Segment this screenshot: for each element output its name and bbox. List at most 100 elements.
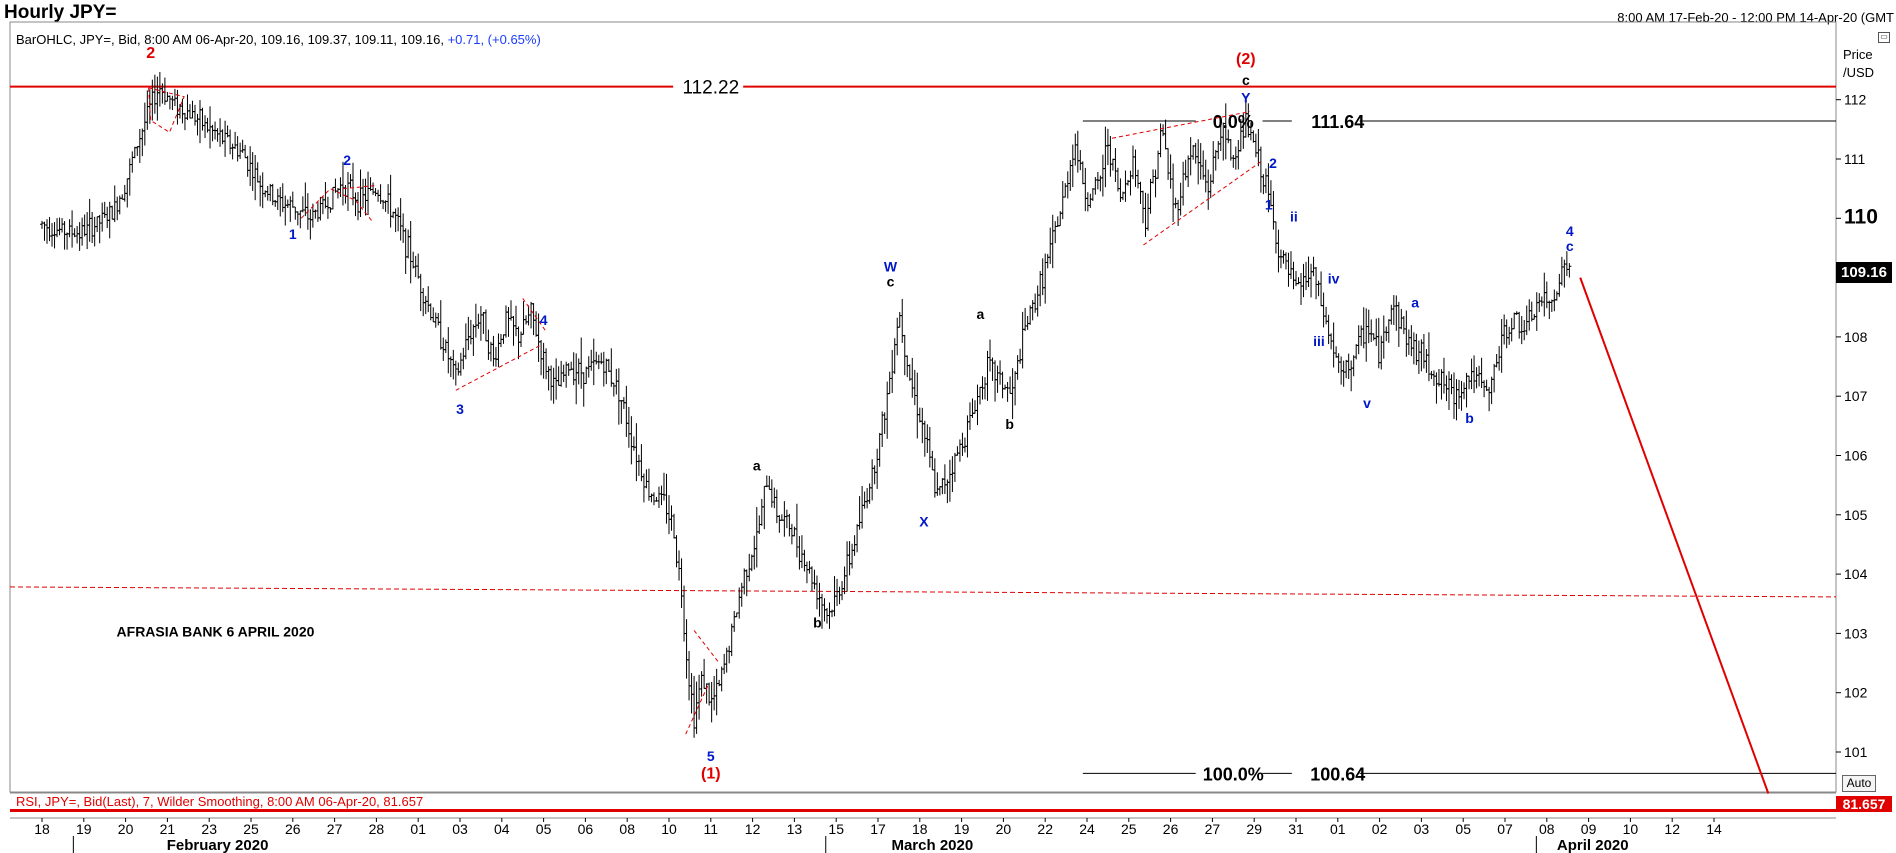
ohlc-bar bbox=[285, 199, 290, 209]
ohlc-bar bbox=[102, 201, 107, 218]
ohlc-bar bbox=[669, 505, 674, 531]
ohlc-bar bbox=[506, 307, 511, 337]
auto-scale-button[interactable]: Auto bbox=[1842, 775, 1876, 792]
ohlc-bar bbox=[1361, 307, 1366, 349]
ohlc-bar bbox=[1484, 379, 1489, 392]
ohlc-bar bbox=[1288, 251, 1293, 279]
chart-title: Hourly JPY= bbox=[4, 2, 117, 23]
ohlc-bar bbox=[55, 218, 60, 238]
ohlc-bar bbox=[1010, 368, 1015, 420]
ohlc-bar bbox=[1068, 160, 1073, 191]
ohlc-bar bbox=[1115, 167, 1120, 192]
ohlc-bar bbox=[684, 619, 689, 679]
ohlc-bar bbox=[240, 139, 245, 153]
ohlc-bar bbox=[962, 437, 967, 453]
ohlc-bar bbox=[92, 216, 97, 247]
ohlc-bar bbox=[988, 339, 993, 372]
wave-label: a bbox=[753, 457, 761, 473]
ohlc-bar bbox=[1083, 167, 1088, 212]
wave-label: Y bbox=[1241, 90, 1251, 106]
ohlc-bar bbox=[656, 486, 661, 509]
ohlc-bar bbox=[564, 361, 569, 388]
ohlc-bar bbox=[1502, 314, 1507, 345]
ohlc-bar bbox=[847, 541, 852, 576]
y-tick-label: 106 bbox=[1844, 448, 1868, 464]
wave-label: a bbox=[977, 306, 985, 322]
ohlc-bar bbox=[75, 225, 80, 244]
ohlc-bar bbox=[1053, 221, 1058, 244]
ohlc-bar bbox=[1404, 310, 1409, 357]
ohlc-bar bbox=[348, 174, 353, 188]
ohlc-bar bbox=[935, 472, 940, 496]
ohlc-bar bbox=[110, 205, 115, 220]
ohlc-bar bbox=[303, 182, 308, 217]
ohlc-bar bbox=[1193, 142, 1198, 164]
ohlc-bar bbox=[1085, 192, 1090, 212]
ohlc-bar bbox=[842, 566, 847, 595]
ohlc-bar bbox=[461, 347, 466, 370]
window-restore-icon[interactable]: ▭ bbox=[1878, 32, 1890, 43]
ohlc-bar bbox=[857, 496, 862, 530]
ohlc-bar bbox=[1519, 316, 1524, 345]
ohlc-bar bbox=[353, 192, 358, 217]
ohlc-bar bbox=[270, 183, 275, 206]
ohlc-bar bbox=[529, 301, 534, 329]
ohlc-bar bbox=[433, 312, 438, 328]
ohlc-bar bbox=[468, 319, 473, 345]
ohlc-bar bbox=[541, 342, 546, 379]
y-tick-label: 102 bbox=[1844, 685, 1868, 701]
ohlc-bar bbox=[132, 146, 137, 159]
ohlc-bar bbox=[1349, 360, 1354, 392]
ohlc-bar bbox=[1173, 197, 1178, 209]
ohlc-bar bbox=[503, 305, 508, 338]
ohlc-bar bbox=[895, 317, 900, 356]
wave-label: c bbox=[887, 273, 895, 289]
ohlc-bar bbox=[1050, 214, 1055, 269]
ohlc-bar bbox=[366, 171, 371, 216]
ohlc-bar bbox=[1369, 319, 1374, 342]
ohlc-bar bbox=[371, 182, 376, 195]
price-axis-header: Price /USD bbox=[1843, 46, 1874, 82]
month-label: March 2020 bbox=[891, 837, 973, 853]
x-tick-label: 10 bbox=[1623, 821, 1639, 837]
ohlc-bar bbox=[1549, 299, 1554, 313]
wave-channel-line bbox=[342, 185, 375, 190]
ohlc-bar bbox=[295, 211, 300, 226]
ohlc-bar bbox=[792, 526, 797, 537]
ohlc-bar bbox=[1492, 363, 1497, 393]
ohlc-bar bbox=[827, 602, 832, 629]
ohlc-bar bbox=[456, 362, 461, 376]
ohlc-bar bbox=[900, 298, 905, 343]
ohlc-bar bbox=[1499, 318, 1504, 373]
ohlc-bar bbox=[1547, 300, 1552, 320]
ohlc-bar bbox=[421, 288, 426, 317]
ohlc-bar bbox=[797, 536, 802, 570]
ohlc-bar bbox=[1487, 386, 1492, 412]
ohlc-bar bbox=[1374, 318, 1379, 346]
ohlc-bar bbox=[1567, 263, 1572, 278]
ohlc-bar bbox=[677, 550, 682, 581]
ohlc-bar bbox=[672, 513, 677, 539]
ohlc-bar bbox=[1040, 258, 1045, 296]
wave-channel-line bbox=[148, 87, 185, 134]
ohlc-bar bbox=[1542, 272, 1547, 317]
ohlc-bar bbox=[345, 172, 350, 211]
wave-label: (2) bbox=[1236, 51, 1256, 68]
ohlc-bar bbox=[609, 348, 614, 387]
ohlc-bar bbox=[328, 207, 333, 213]
ohlc-bar bbox=[1198, 143, 1203, 180]
ohlc-bar bbox=[228, 129, 233, 155]
ohlc-bar bbox=[1008, 376, 1013, 394]
ohlc-bar bbox=[443, 339, 448, 353]
x-tick-label: 09 bbox=[1581, 821, 1597, 837]
x-tick-label: 23 bbox=[201, 821, 217, 837]
ohlc-bar bbox=[1256, 129, 1261, 167]
ohlc-bar bbox=[45, 219, 50, 244]
ohlc-bar bbox=[1409, 325, 1414, 357]
ohlc-bar bbox=[70, 210, 75, 248]
x-tick-label: 10 bbox=[661, 821, 677, 837]
ohlc-bar bbox=[1060, 181, 1065, 220]
x-tick-label: 13 bbox=[787, 821, 803, 837]
ohlc-bar bbox=[1494, 353, 1499, 368]
